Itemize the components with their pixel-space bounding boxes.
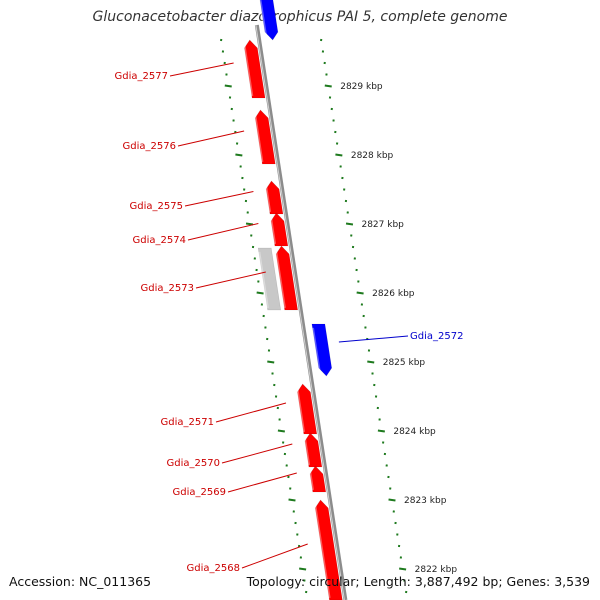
major-tick bbox=[356, 291, 364, 295]
label-leader bbox=[195, 271, 266, 289]
accession-text: Accession: NC_011365 bbox=[9, 574, 152, 589]
gene-label[interactable]: Gdia_2572 bbox=[410, 331, 463, 342]
gene-highlight bbox=[258, 0, 268, 39]
label-leader bbox=[241, 543, 308, 569]
tick-row-outer bbox=[220, 38, 308, 594]
backbone-line bbox=[254, 24, 348, 600]
gene-arrow[interactable] bbox=[270, 212, 289, 247]
gene-track bbox=[242, 0, 343, 600]
gene-label[interactable]: Gdia_2575 bbox=[130, 201, 183, 212]
gene-arrow[interactable] bbox=[304, 432, 323, 468]
label-leader bbox=[187, 223, 259, 241]
label-leader bbox=[215, 402, 287, 423]
major-tick bbox=[324, 84, 332, 88]
major-tick bbox=[335, 153, 343, 157]
gene-highlight bbox=[274, 249, 286, 309]
tick-label: 2824 kbp bbox=[393, 427, 436, 437]
label-leader bbox=[184, 191, 254, 207]
gene-arrow[interactable] bbox=[314, 499, 343, 600]
genome-title: Gluconacetobacter diazotrophicus PAI 5, … bbox=[92, 9, 508, 25]
gene-arrow[interactable] bbox=[265, 180, 284, 215]
gene-highlight bbox=[268, 216, 277, 245]
gene-highlight bbox=[257, 251, 269, 309]
major-tick bbox=[256, 291, 264, 295]
label-leader bbox=[221, 443, 293, 464]
gene-arrow[interactable] bbox=[259, 0, 279, 41]
major-tick bbox=[245, 222, 254, 226]
label-leader bbox=[177, 130, 245, 147]
major-tick bbox=[235, 153, 243, 157]
gene-arrow[interactable] bbox=[254, 109, 276, 165]
gene-label[interactable]: Gdia_2571 bbox=[161, 417, 214, 428]
major-tick bbox=[367, 360, 375, 364]
label-leader bbox=[169, 62, 234, 77]
gene-label[interactable]: Gdia_2574 bbox=[133, 235, 186, 246]
gene-highlight bbox=[242, 43, 254, 97]
gene-label[interactable]: Gdia_2570 bbox=[167, 458, 220, 469]
genome-summary: Topology: circular; Length: 3,887,492 bp… bbox=[246, 574, 590, 589]
tick-labels: 2829 kbp 2828 kbp 2827 kbp 2826 kbp 2825 kbp… bbox=[340, 82, 457, 575]
tick-label: 2828 kbp bbox=[351, 151, 394, 161]
gene-highlight bbox=[311, 327, 322, 375]
gene-arrow[interactable] bbox=[311, 323, 333, 377]
gene-highlight bbox=[253, 113, 264, 163]
gene-label[interactable]: Gdia_2573 bbox=[141, 283, 194, 294]
gene-label[interactable]: Gdia_2576 bbox=[123, 141, 176, 152]
major-tick bbox=[224, 84, 232, 88]
major-tick bbox=[388, 498, 396, 502]
backbone-highlight bbox=[255, 24, 345, 600]
gene-highlight bbox=[295, 387, 305, 433]
pseudogene-block[interactable] bbox=[257, 247, 282, 311]
tick-label: 2822 kbp bbox=[415, 565, 458, 575]
tick-label: 2826 kbp bbox=[372, 289, 415, 299]
label-leader bbox=[227, 472, 297, 493]
tick-label: 2823 kbp bbox=[404, 496, 447, 506]
gene-highlight bbox=[302, 436, 311, 466]
label-leader bbox=[338, 335, 409, 343]
gene-label[interactable]: Gdia_2577 bbox=[115, 71, 168, 82]
gene-label[interactable]: Gdia_2569 bbox=[173, 487, 226, 498]
tick-label: 2827 kbp bbox=[361, 220, 404, 230]
tick-row-inner bbox=[320, 38, 408, 594]
gene-highlight bbox=[264, 184, 272, 213]
gene-highlight bbox=[313, 503, 331, 599]
backbone bbox=[254, 24, 348, 600]
major-tick bbox=[267, 360, 275, 364]
gene-arrow[interactable] bbox=[309, 465, 327, 493]
tick-label: 2829 kbp bbox=[340, 82, 383, 92]
major-tick bbox=[399, 567, 407, 571]
tick-label: 2825 kbp bbox=[383, 358, 426, 368]
gene-highlight bbox=[307, 469, 314, 491]
gene-arrow[interactable] bbox=[297, 383, 318, 435]
major-tick bbox=[299, 567, 307, 571]
gene-arrow[interactable] bbox=[275, 245, 299, 311]
major-tick bbox=[377, 429, 385, 433]
major-tick bbox=[277, 429, 285, 433]
major-tick bbox=[288, 498, 296, 502]
gene-arrow[interactable] bbox=[244, 39, 266, 99]
gene-label[interactable]: Gdia_2568 bbox=[187, 563, 240, 574]
gene-labels: Gdia_2577 Gdia_2576 Gdia_2575 Gdia_2574 Gdia… bbox=[115, 62, 463, 574]
major-tick bbox=[345, 222, 354, 226]
